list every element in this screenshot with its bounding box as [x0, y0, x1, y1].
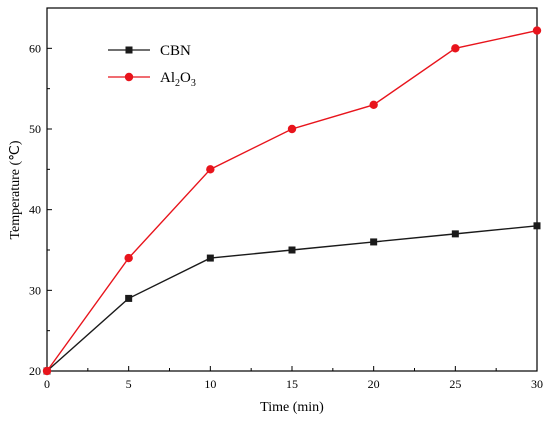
- data-point-al2o3: [369, 100, 378, 110]
- x-tick-label: 25: [449, 377, 461, 391]
- data-point-cbn: [451, 230, 459, 238]
- legend-label-al2o3-part-a: Al: [160, 70, 175, 86]
- y-axis-title: Temperature (℃): [8, 140, 23, 239]
- y-axis-ticks: 20 30 40 50 60: [29, 41, 52, 378]
- data-point-cbn: [125, 294, 133, 302]
- data-point-cbn: [288, 246, 296, 254]
- legend-label-al2o3-sub2: 3: [191, 78, 196, 89]
- x-tick-label: 30: [531, 377, 543, 391]
- data-point-cbn: [370, 238, 378, 246]
- legend-label-al2o3-sub1: 2: [175, 78, 180, 89]
- data-point-al2o3: [451, 44, 460, 53]
- x-axis-ticks: 0 5 10 15 20 25 30: [44, 366, 543, 391]
- y-tick-label: 60: [29, 41, 41, 55]
- legend-marker-al2o3: [124, 72, 134, 82]
- y-tick-label: 30: [29, 283, 41, 297]
- plot-frame: [46, 7, 538, 372]
- data-point-al2o3: [532, 26, 542, 35]
- legend: CBN Al2O3: [108, 43, 196, 89]
- x-tick-label: 15: [286, 377, 298, 391]
- x-tick-label: 5: [126, 377, 132, 391]
- data-point-cbn: [206, 254, 214, 262]
- legend-marker-cbn: [125, 46, 133, 54]
- x-axis-title: Time (min): [260, 400, 324, 415]
- legend-item-cbn: CBN: [108, 43, 191, 59]
- y-tick-label: 50: [29, 122, 41, 136]
- x-tick-label: 20: [368, 377, 380, 391]
- data-point-al2o3: [287, 124, 297, 134]
- data-point-al2o3: [206, 165, 215, 174]
- legend-label-al2o3-part-b: O: [180, 70, 191, 86]
- legend-label-al2o3: Al2O3: [160, 70, 196, 89]
- y-tick-label: 20: [29, 364, 41, 378]
- series-layer: [42, 26, 542, 376]
- x-tick-label: 10: [204, 377, 216, 391]
- data-point-cbn: [533, 222, 541, 230]
- data-point-al2o3: [124, 253, 133, 263]
- legend-label-cbn: CBN: [160, 43, 191, 59]
- data-point-al2o3: [42, 366, 52, 376]
- series-line-al2o3: [46, 29, 538, 372]
- legend-item-al2o3: Al2O3: [108, 70, 196, 89]
- x-tick-label: 0: [44, 377, 50, 391]
- y-tick-label: 40: [29, 203, 41, 217]
